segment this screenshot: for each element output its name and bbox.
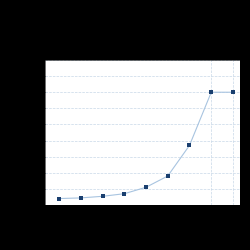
Y-axis label: OD: OD bbox=[21, 127, 27, 138]
Point bbox=[100, 194, 104, 198]
Point bbox=[231, 90, 235, 94]
Point bbox=[209, 90, 213, 94]
Point bbox=[57, 196, 61, 200]
Point bbox=[79, 196, 83, 200]
Point bbox=[188, 144, 192, 148]
Point bbox=[166, 174, 170, 178]
X-axis label: Human RASSF7
Concentration (ng/ml): Human RASSF7 Concentration (ng/ml) bbox=[104, 218, 181, 232]
Point bbox=[122, 192, 126, 196]
Point bbox=[144, 185, 148, 189]
